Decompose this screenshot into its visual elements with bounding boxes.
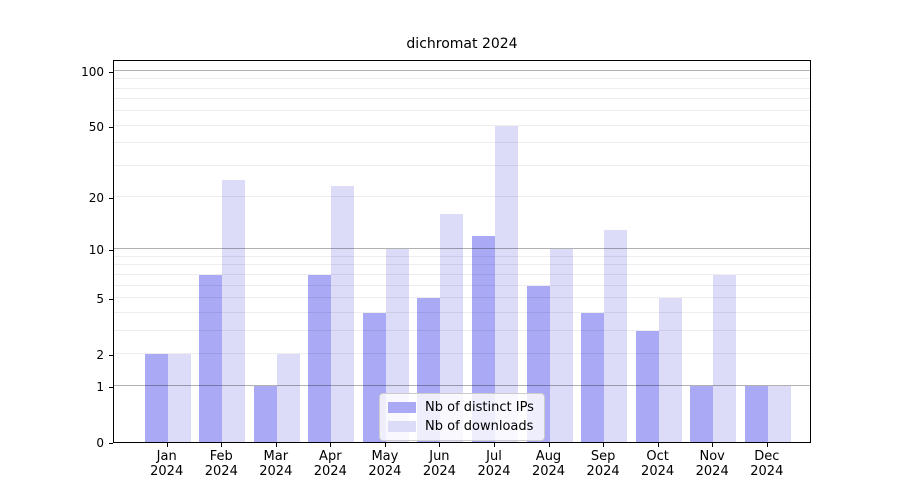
y-tick-mark-10 (109, 250, 113, 252)
y-tick-label-1: 1 (96, 380, 104, 395)
gridline-90 (114, 78, 810, 80)
y-tick-label-20: 20 (88, 191, 104, 206)
x-tick-mark-nov (712, 443, 714, 447)
legend-item-downloads: Nb of downloads (388, 419, 534, 434)
bar-downloads-jul (495, 125, 518, 442)
y-tick-mark-0 (109, 443, 113, 444)
x-tick-mark-aug (548, 443, 550, 447)
bar-downloads-dec (767, 386, 791, 442)
x-tick-label-mar: Mar 2024 (259, 449, 293, 479)
bar-distinct-ips-oct (635, 330, 659, 442)
y-tick-label-0: 0 (96, 436, 104, 450)
legend-label-distinct-ips: Nb of distinct IPs (425, 400, 534, 415)
x-tick-label-nov: Nov 2024 (695, 449, 729, 479)
bar-distinct-ips-jan (144, 353, 168, 442)
x-tick-mark-oct (657, 443, 659, 447)
y-tick-mark-20 (109, 198, 113, 200)
x-tick-label-jun: Jun 2024 (422, 449, 456, 479)
x-tick-mark-apr (330, 443, 332, 447)
y-tick-mark-100 (109, 71, 113, 73)
bar-downloads-feb (222, 180, 246, 442)
gridline-80 (114, 87, 810, 89)
gridline-60 (114, 110, 810, 112)
legend: Nb of distinct IPs Nb of downloads (379, 393, 545, 441)
x-tick-label-may: May 2024 (368, 449, 402, 479)
gridline-70 (114, 98, 810, 100)
gridline-20 (114, 196, 810, 198)
bar-downloads-nov (713, 274, 737, 442)
legend-label-downloads: Nb of downloads (425, 419, 534, 434)
gridline-10 (114, 248, 810, 250)
x-tick-label-jan: Jan 2024 (150, 449, 184, 479)
bar-downloads-mar (276, 353, 300, 442)
gridline-9 (114, 255, 810, 257)
x-tick-label-oct: Oct 2024 (641, 449, 675, 479)
x-tick-mark-jun (439, 443, 441, 447)
bar-distinct-ips-feb (199, 274, 223, 442)
y-tick-mark-1 (109, 387, 113, 389)
bar-downloads-jun (440, 214, 464, 442)
bar-downloads-sep (604, 229, 628, 442)
x-tick-mark-feb (221, 443, 223, 447)
x-tick-mark-sep (603, 443, 605, 447)
legend-swatch-distinct-ips (388, 402, 416, 413)
x-tick-label-aug: Aug 2024 (531, 449, 566, 479)
gridline-1 (114, 385, 810, 387)
x-tick-label-sep: Sep 2024 (586, 449, 620, 479)
x-tick-label-dec: Dec 2024 (750, 449, 784, 479)
bar-distinct-ips-jul (472, 235, 495, 442)
gridline-4 (114, 311, 810, 313)
x-tick-mark-dec (766, 443, 768, 447)
x-tick-label-apr: Apr 2024 (313, 449, 347, 479)
x-tick-label-feb: Feb 2024 (204, 449, 238, 479)
gridline-50 (114, 124, 810, 126)
bar-downloads-jan (167, 353, 191, 442)
x-tick-mark-mar (275, 443, 277, 447)
x-tick-mark-may (384, 443, 386, 447)
gridline-5 (114, 296, 810, 298)
chart-title: dichromat 2024 (406, 36, 518, 52)
gridline-6 (114, 284, 810, 286)
bar-downloads-apr (331, 186, 355, 442)
gridline-40 (114, 142, 810, 144)
grid-layer (114, 61, 810, 442)
y-tick-mark-5 (109, 298, 113, 300)
legend-item-distinct-ips: Nb of distinct IPs (388, 400, 534, 415)
y-tick-label-2: 2 (96, 347, 104, 362)
gridline-100 (114, 69, 810, 71)
bar-distinct-ips-nov (690, 386, 714, 442)
y-tick-label-100: 100 (81, 64, 104, 79)
bar-distinct-ips-apr (308, 274, 332, 442)
x-tick-mark-jul (494, 443, 495, 447)
x-tick-mark-jan (166, 443, 168, 447)
y-tick-label-5: 5 (96, 291, 104, 306)
gridline-30 (114, 164, 810, 166)
bar-downloads-oct (658, 297, 682, 442)
x-tick-label-jul: Jul 2024 (477, 449, 511, 479)
y-tick-mark-2 (109, 354, 113, 356)
legend-swatch-downloads (388, 421, 416, 432)
gridline-2 (114, 352, 810, 354)
y-tick-mark-50 (109, 126, 113, 128)
y-tick-label-10: 10 (88, 243, 104, 258)
bar-distinct-ips-dec (744, 386, 768, 442)
gridline-3 (114, 329, 810, 331)
gridline-7 (114, 273, 810, 275)
gridline-8 (114, 264, 810, 266)
bar-distinct-ips-mar (253, 386, 277, 442)
bar-distinct-ips-sep (581, 312, 605, 442)
y-tick-label-50: 50 (88, 119, 104, 134)
bar-downloads-aug (549, 249, 573, 442)
plot-area: Nb of distinct IPs Nb of downloads (113, 60, 811, 443)
